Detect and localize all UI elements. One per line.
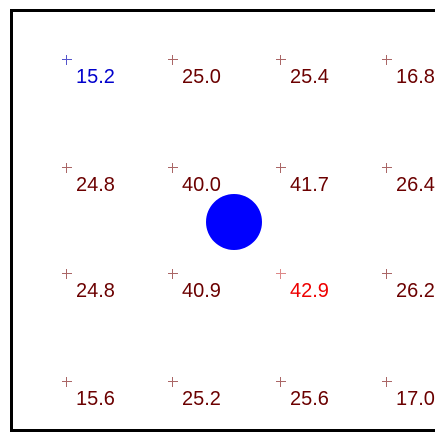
position-marker[interactable]: [206, 194, 262, 250]
plot-frame: [10, 9, 435, 432]
